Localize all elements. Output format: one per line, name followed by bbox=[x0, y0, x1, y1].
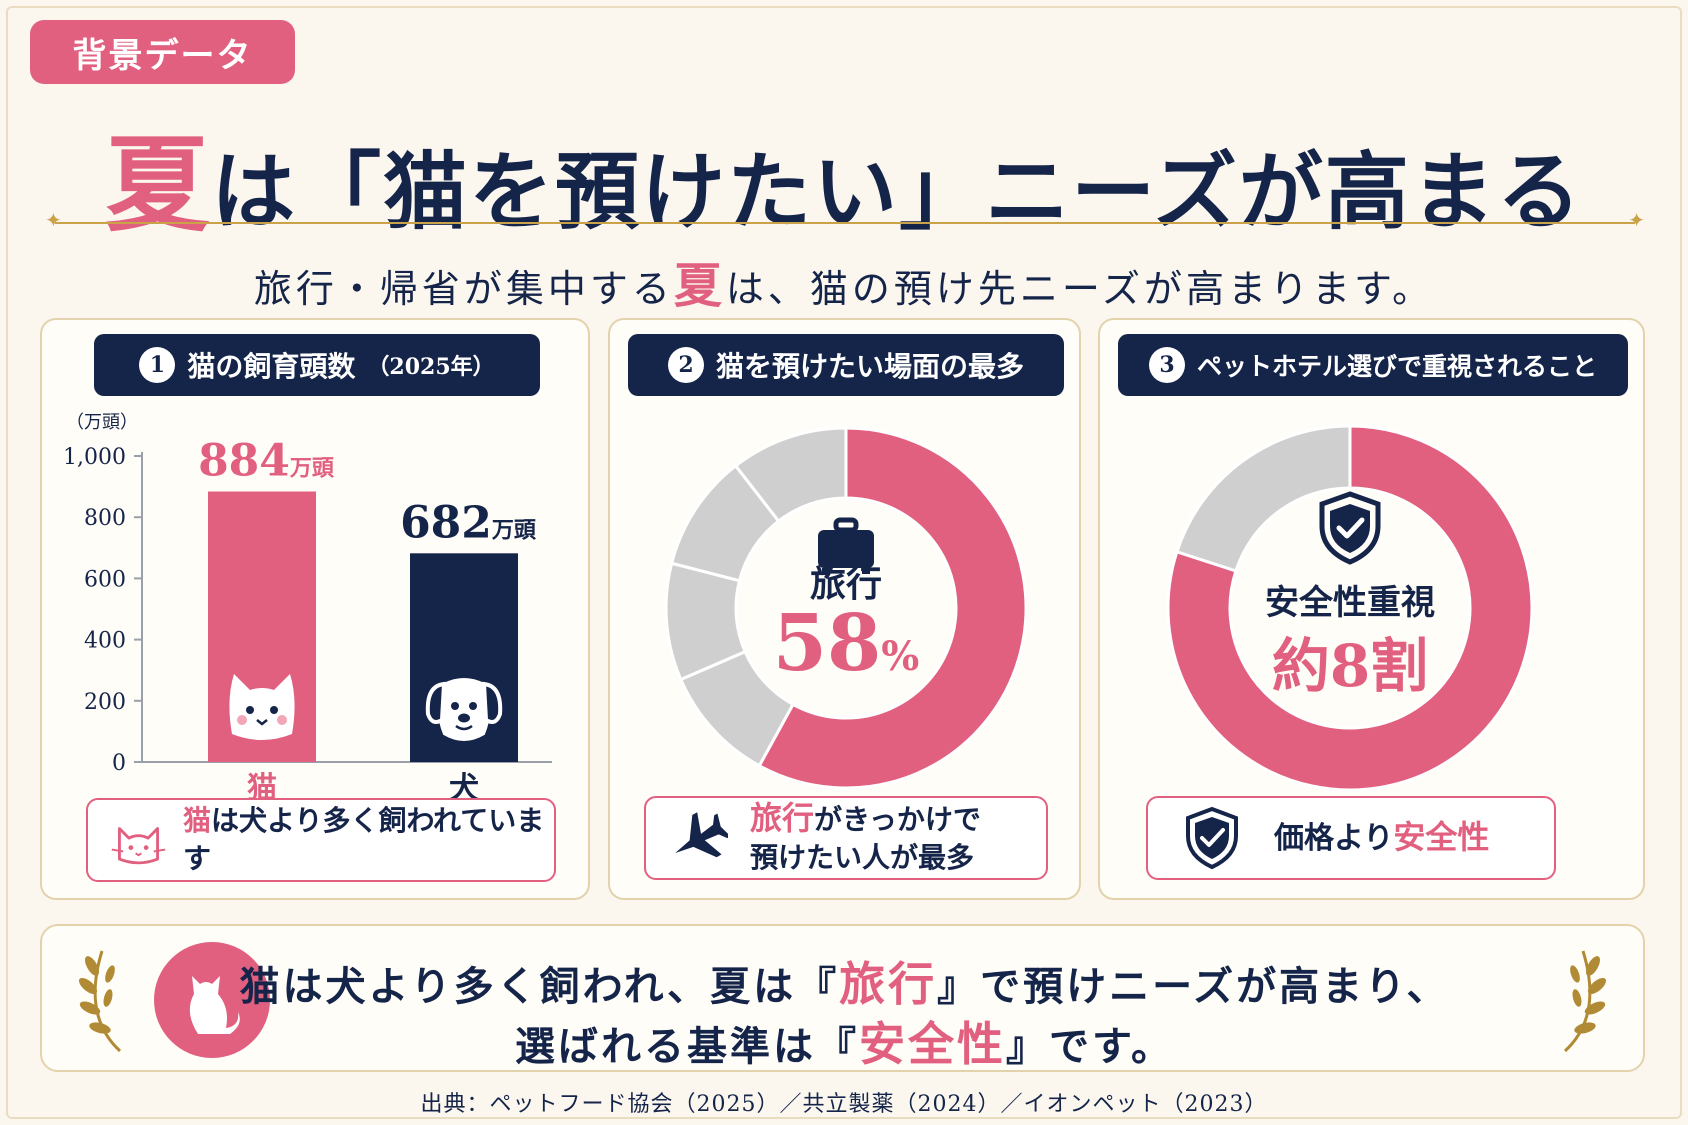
title-highlight: 夏 bbox=[105, 123, 212, 246]
y-tick-label: 600 bbox=[84, 567, 126, 592]
panel-reason-donut: 2 猫を預けたい場面の最多 旅行 58% 旅行がきっかけで 預けたい人が最多 bbox=[608, 318, 1081, 900]
panel3-note-rest: 価格より bbox=[1274, 821, 1394, 856]
summary-line1-pink: 旅行 bbox=[839, 957, 938, 1011]
donut1-slice-4 bbox=[733, 426, 848, 524]
donut2-slice-1 bbox=[1175, 424, 1352, 573]
panel2-heading: 2 猫を預けたい場面の最多 bbox=[628, 334, 1064, 396]
summary-line2-after: 』です。 bbox=[1006, 1023, 1174, 1070]
panel1-heading-year: （2025年） bbox=[367, 354, 495, 380]
panel2-heading-text: 猫を預けたい場面の最多 bbox=[715, 350, 1024, 383]
panel2-note-line2: 預けたい人が最多 bbox=[750, 841, 975, 874]
section-tag: 背景データ bbox=[30, 20, 295, 84]
donut2-center-label: 安全性重視 bbox=[1265, 583, 1435, 623]
suitcase-icon bbox=[818, 517, 874, 574]
page-subtitle: 旅行・帰省が集中する夏は、猫の預け先ニーズが高まります。 bbox=[0, 246, 1688, 316]
title-rest: は「猫を預けたい」ニーズが高まる bbox=[211, 142, 1583, 241]
y-tick-label: 200 bbox=[84, 690, 126, 715]
cat-face-icon bbox=[229, 674, 295, 740]
bar-value-label: 682万頭 bbox=[400, 497, 537, 548]
cat-silhouette-icon bbox=[154, 942, 270, 1058]
panel1-note-rest: は犬より多く飼われています bbox=[183, 804, 545, 875]
panel3-number: 3 bbox=[1148, 347, 1185, 383]
panel3-note: 価格より安全性 bbox=[1146, 796, 1556, 880]
panel1-heading: 1 猫の飼育頭数 （2025年） bbox=[94, 334, 540, 396]
donut2-center-value: 約8割 bbox=[1272, 632, 1428, 700]
page-frame bbox=[6, 6, 1682, 1119]
airplane-icon bbox=[675, 812, 728, 858]
y-tick-label: 1,000 bbox=[63, 445, 126, 470]
panel3-heading: 3 ペットホテル選びで重視されること bbox=[1118, 334, 1628, 396]
bar-value-label: 884万頭 bbox=[198, 435, 335, 486]
panel3-note-pink: 安全性 bbox=[1393, 818, 1490, 856]
shield-check-icon bbox=[1319, 491, 1381, 565]
summary-line1-before: 猫は犬より多く飼われ、夏は『 bbox=[239, 963, 840, 1010]
donut1-center-value: 58% bbox=[773, 598, 920, 689]
dog-face-icon bbox=[425, 678, 503, 741]
donut1-center-label: 旅行 bbox=[810, 563, 882, 605]
summary-line2: 選ばれる基準は『安全性』です。 bbox=[42, 1008, 1647, 1074]
shield-check-outline-icon bbox=[1186, 806, 1238, 870]
panel2-note-line1: がきっかけで bbox=[814, 803, 981, 836]
gold-divider bbox=[45, 208, 1645, 232]
summary-box: 猫は犬より多く飼われ、夏は『旅行』で預けニーズが高まり、 選ばれる基準は『安全性… bbox=[40, 924, 1645, 1072]
laurel-right-icon bbox=[1563, 950, 1607, 1053]
panel1-note: 猫は犬より多く飼われています bbox=[86, 798, 556, 882]
panel2-number: 2 bbox=[667, 347, 704, 383]
panel1-note-text: 猫は犬より多く飼われています bbox=[183, 802, 554, 878]
panel2-note: 旅行がきっかけで預けたい人が最多 bbox=[644, 796, 1048, 880]
laurel-left-icon bbox=[78, 950, 122, 1053]
panel2-note-pink: 旅行 bbox=[750, 799, 815, 837]
donut1-slice-0 bbox=[757, 426, 1028, 790]
panel-cat-count: 1 猫の飼育頭数 （2025年） （万頭） 0 200 400 600 800 1,000 88… bbox=[40, 318, 590, 900]
summary-line2-pink: 安全性 bbox=[859, 1017, 1006, 1071]
panel3-note-text: 価格より安全性 bbox=[1274, 818, 1489, 858]
panel-priority-donut: 3 ペットホテル選びで重視されること 安全性重視約8割 価格より安全性 bbox=[1098, 318, 1645, 900]
panel1-heading-text: 猫の飼育頭数 bbox=[187, 350, 356, 383]
subtitle-before: 旅行・帰省が集中する bbox=[253, 267, 674, 311]
y-axis-label: （万頭） bbox=[66, 412, 138, 433]
page-title: 夏は「猫を預けたい」ニーズが高まる bbox=[0, 100, 1688, 251]
panel3-heading-text: ペットホテル選びで重視されること bbox=[1196, 352, 1597, 381]
panel1-note-pink: 猫 bbox=[183, 804, 212, 837]
y-tick-label: 0 bbox=[112, 751, 126, 776]
cat-outline-icon bbox=[111, 827, 166, 865]
summary-line2-before: 選ばれる基準は『 bbox=[515, 1023, 859, 1070]
y-tick-label: 800 bbox=[84, 506, 126, 531]
summary-line1: 猫は犬より多く飼われ、夏は『旅行』で預けニーズが高まり、 bbox=[42, 948, 1647, 1014]
panel2-note-text: 旅行がきっかけで預けたい人が最多 bbox=[750, 799, 981, 877]
subtitle-after: は、猫の預け先ニーズが高まります。 bbox=[725, 267, 1435, 311]
y-tick-label: 400 bbox=[84, 629, 126, 654]
summary-line1-after: 』で預けニーズが高まり、 bbox=[937, 963, 1450, 1010]
subtitle-highlight: 夏 bbox=[673, 258, 726, 314]
donut2-slice-0 bbox=[1166, 424, 1534, 792]
panel1-number: 1 bbox=[139, 347, 176, 383]
source-citation: 出典：ペットフード協会（2025）／共立製薬（2024）／イオンペット（2023… bbox=[420, 1092, 1268, 1117]
